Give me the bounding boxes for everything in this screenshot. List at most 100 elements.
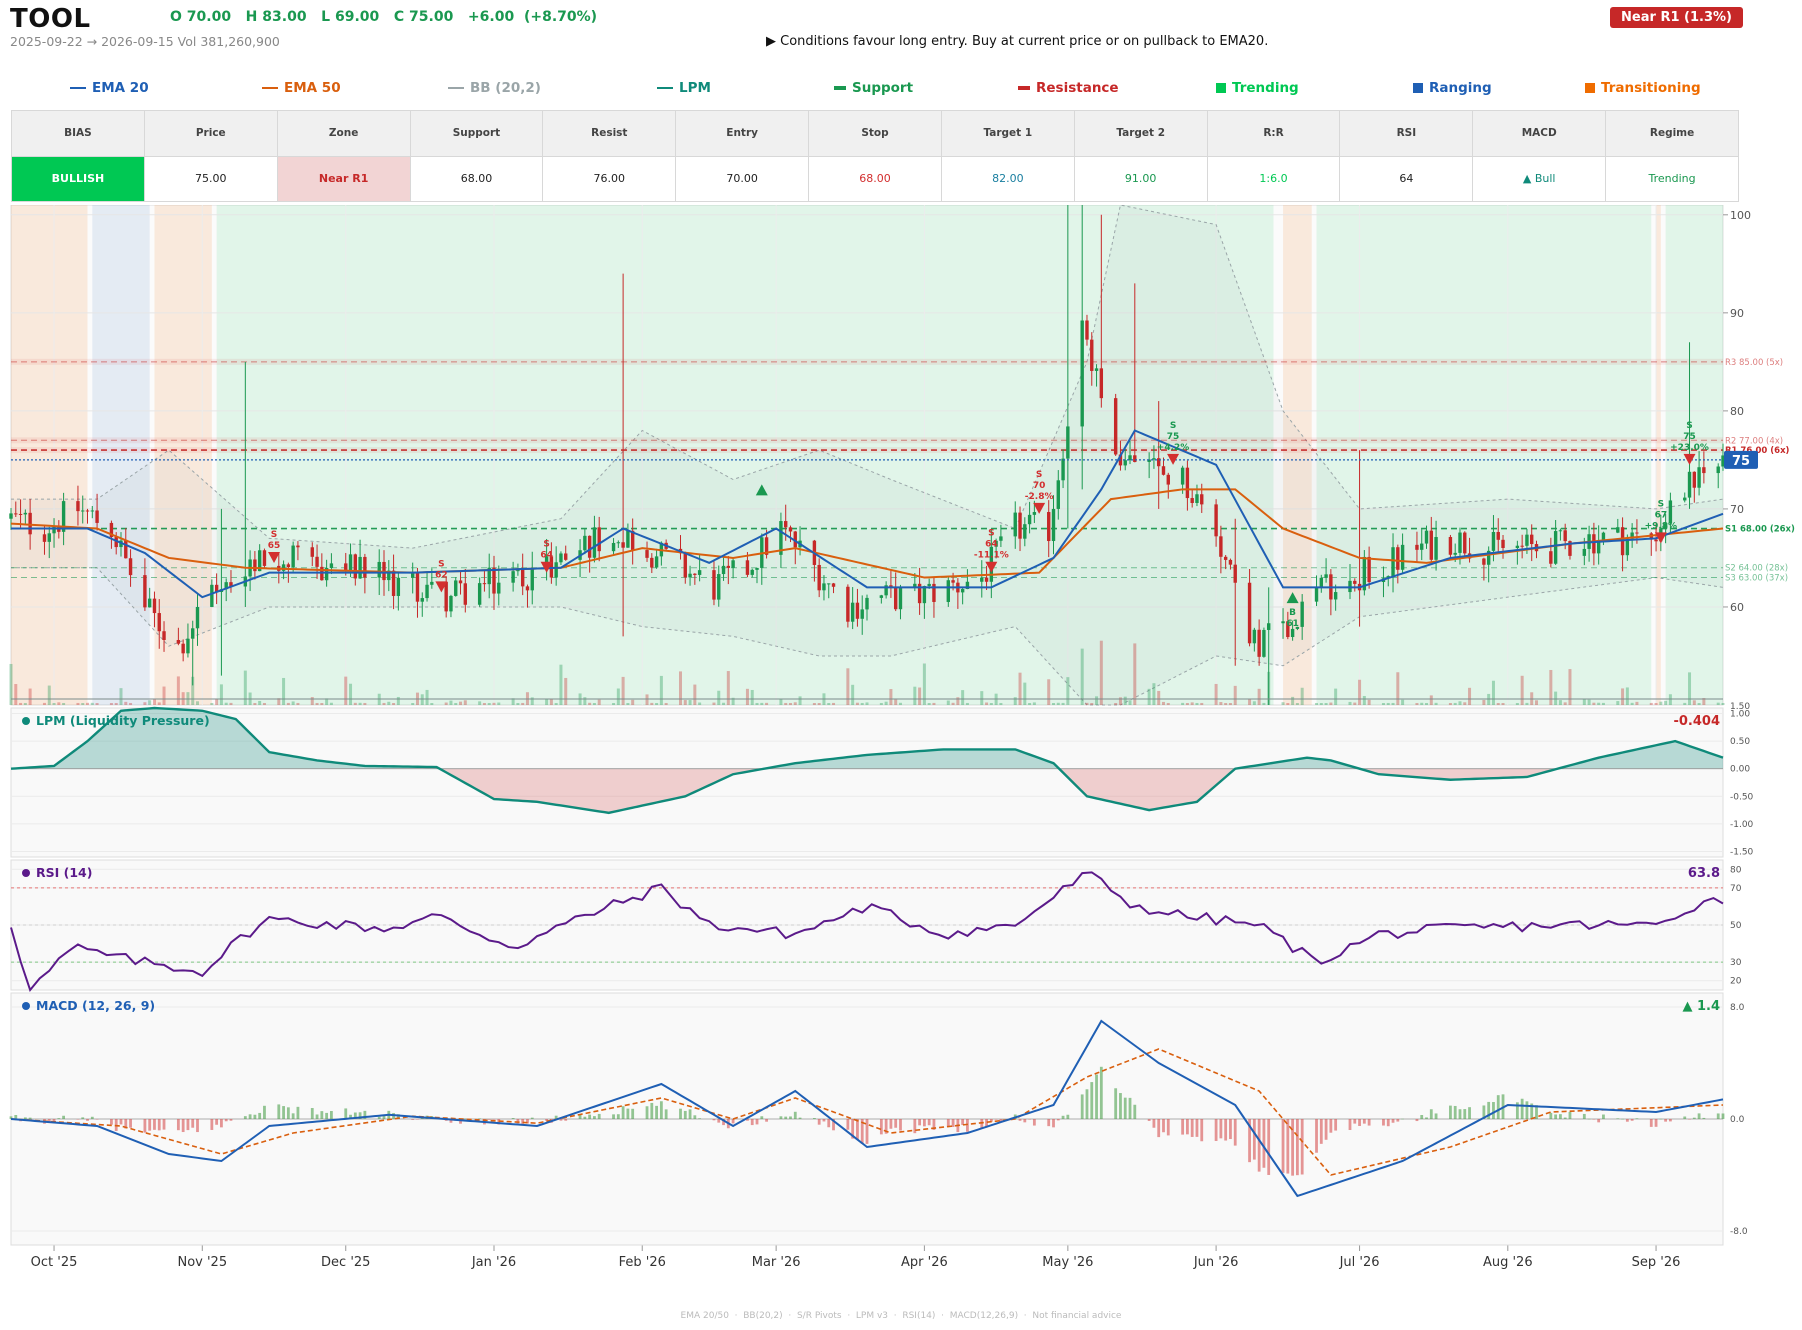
macd-histogram-bar: [1181, 1119, 1185, 1135]
stats-value-regime: Trending: [1605, 155, 1739, 202]
candle-body: [291, 545, 295, 568]
signal-label: -11.1%: [974, 551, 1009, 561]
macd-histogram-bar: [248, 1114, 252, 1119]
stats-header-r-r: R:R: [1206, 110, 1341, 157]
candle-body: [1453, 552, 1457, 555]
volume-bar: [1587, 699, 1591, 705]
stats-value-r-r: 1:6.0: [1206, 155, 1341, 202]
macd-histogram-bar: [865, 1119, 869, 1144]
candle-body: [1147, 459, 1151, 462]
signal-label: 75: [1683, 432, 1696, 442]
macd-histogram-bar: [258, 1112, 262, 1119]
volume-bar: [549, 699, 553, 705]
macd-histogram-bar: [1214, 1119, 1218, 1141]
regime-band-trending: [216, 205, 1274, 705]
candle-body: [454, 580, 458, 596]
macd-histogram-bar: [679, 1108, 682, 1119]
volume-bar: [760, 702, 764, 705]
candle-body: [1692, 471, 1697, 488]
signal-label: 70: [1033, 481, 1046, 491]
volume-bar: [1381, 702, 1385, 705]
macd-histogram-bar: [597, 1113, 601, 1119]
candle-body: [1568, 541, 1572, 556]
candle-body: [1257, 629, 1261, 657]
volume-bar: [1295, 703, 1299, 705]
volume-bar: [1568, 669, 1572, 705]
stats-value-stop: 68.00: [808, 155, 942, 202]
rsi-title: RSI (14): [36, 865, 92, 880]
macd-histogram-bar: [554, 1115, 558, 1119]
volume-bar: [157, 702, 161, 705]
candle-body: [1429, 530, 1433, 560]
macd-histogram-bar: [416, 1119, 419, 1120]
stats-header-target-1: Target 1: [940, 110, 1075, 157]
macd-histogram-bar: [717, 1119, 721, 1123]
candle-body: [1491, 531, 1496, 551]
volume-bar: [1133, 643, 1137, 705]
volume-bar: [392, 703, 396, 705]
candle-body: [1400, 544, 1405, 570]
volume-bar: [698, 702, 702, 705]
macd-histogram-bar: [1300, 1119, 1304, 1175]
macd-histogram-bar: [492, 1119, 496, 1120]
rsi-panel-tick-label: 70: [1730, 884, 1742, 894]
macd-histogram-bar: [583, 1116, 587, 1119]
volume-bar: [1032, 702, 1036, 705]
volume-bar: [1649, 702, 1653, 705]
candle-body: [750, 569, 754, 575]
volume-bar: [382, 702, 386, 705]
macd-histogram-bar: [1654, 1119, 1658, 1127]
macd-panel-tick-label: 8.0: [1730, 1003, 1745, 1013]
candle-body: [23, 512, 28, 515]
ticker-symbol: TOOL: [10, 4, 91, 34]
volume-bar: [1420, 702, 1424, 705]
volume-bar: [1362, 695, 1366, 705]
candle-body: [626, 530, 630, 548]
volume-bar: [454, 702, 458, 705]
candle-body: [1324, 574, 1328, 578]
macd-panel-tick-label: 0.0: [1730, 1115, 1745, 1125]
candle-body: [487, 567, 491, 585]
candle-body: [1683, 497, 1687, 501]
macd-histogram-bar: [1420, 1114, 1424, 1119]
macd-histogram-bar: [1229, 1119, 1232, 1140]
candle-body: [425, 584, 429, 599]
lpm-title-dot: [22, 717, 30, 725]
volume-bar: [444, 702, 448, 705]
volume-bar: [1161, 701, 1165, 705]
volume-bar: [1668, 694, 1672, 705]
candle-body: [329, 563, 334, 568]
macd-histogram-bar: [1692, 1117, 1696, 1119]
candle-body: [793, 531, 797, 548]
candle-body: [745, 560, 750, 575]
volume-bar: [487, 702, 491, 705]
volume-bar: [1601, 702, 1605, 705]
legend-label: EMA 50: [284, 80, 341, 96]
volume-bar: [1692, 700, 1696, 705]
signal-label: +4.2%: [1157, 443, 1190, 453]
macd-histogram-bar: [325, 1112, 329, 1119]
macd-histogram-bar: [784, 1116, 788, 1119]
macd-histogram-bar: [989, 1119, 993, 1122]
volume-bar: [1061, 702, 1065, 705]
macd-histogram-bar: [191, 1119, 195, 1128]
candle-body: [645, 550, 649, 558]
volume-bar: [1300, 687, 1304, 705]
volume-bar: [459, 701, 463, 705]
date-tick-label: Jul '26: [1339, 1255, 1380, 1270]
macd-histogram-bar: [827, 1119, 831, 1128]
macd-histogram-bar: [655, 1105, 658, 1119]
macd-histogram-bar: [363, 1110, 367, 1119]
lpm-title: LPM (Liquidity Pressure): [36, 713, 210, 728]
volume-bar: [1448, 702, 1452, 705]
volume-bar: [750, 689, 754, 705]
stats-header-rsi: RSI: [1339, 110, 1474, 157]
legend-item-trending: Trending: [1216, 80, 1299, 96]
volume-bar: [1185, 703, 1189, 705]
signal-label: 67: [1655, 510, 1668, 520]
candle-body: [893, 586, 898, 610]
volume-bar: [315, 702, 319, 705]
volume-bar: [114, 702, 118, 705]
macd-histogram-bar: [296, 1106, 300, 1119]
candle-body: [176, 639, 181, 644]
